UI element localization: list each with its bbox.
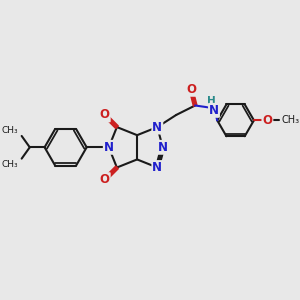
Text: N: N <box>152 161 162 174</box>
Text: N: N <box>158 141 168 154</box>
Text: H: H <box>207 96 216 106</box>
Text: N: N <box>209 104 219 117</box>
Text: CH₃: CH₃ <box>2 160 18 169</box>
Text: O: O <box>262 114 272 127</box>
Text: O: O <box>186 83 196 96</box>
Text: O: O <box>100 108 110 122</box>
Text: N: N <box>152 121 162 134</box>
Text: CH₃: CH₃ <box>281 115 300 125</box>
Text: O: O <box>100 173 110 186</box>
Text: N: N <box>104 141 114 154</box>
Text: CH₃: CH₃ <box>2 126 18 135</box>
